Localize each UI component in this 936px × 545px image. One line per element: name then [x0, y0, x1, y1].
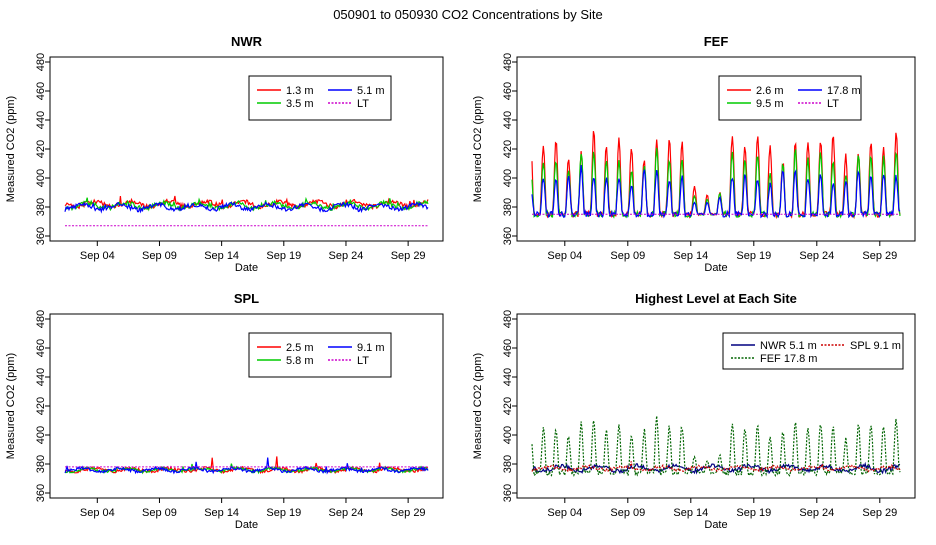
legend-label: 9.5 m: [756, 98, 784, 110]
y-tick-label: 480: [35, 53, 47, 71]
y-tick-label: 440: [35, 111, 47, 129]
x-tick-label: Sep 04: [80, 250, 115, 262]
x-tick-label: Sep 04: [80, 507, 115, 519]
x-tick-label: Sep 19: [736, 250, 771, 262]
legend-label: 3.5 m: [286, 98, 314, 110]
y-tick-label: 360: [502, 484, 514, 502]
series-line-3: [64, 201, 429, 214]
x-tick-label: Sep 19: [736, 507, 771, 519]
x-tick-label: Sep 29: [862, 507, 897, 519]
legend-label: 9.1 m: [357, 342, 385, 354]
series-line-3: [64, 457, 429, 475]
series-line-2: [531, 415, 901, 478]
figure-title: 050901 to 050930 CO2 Concentrations by S…: [333, 7, 603, 22]
legend-label: 5.8 m: [286, 355, 314, 367]
x-tick-label: Sep 24: [329, 507, 364, 519]
legend-label: FEF 17.8 m: [760, 353, 817, 365]
panel-title: FEF: [704, 34, 729, 49]
y-tick-label: 420: [35, 140, 47, 158]
panels: NWR 360 380 400 420 440 460 480 Measured CO2 (pp…: [5, 34, 916, 531]
panel-3: SPL 360 380 400 420 440 460 480 Measured CO2 (pp…: [5, 291, 444, 531]
y-tick-label: 460: [502, 339, 514, 357]
x-tick-label: Sep 29: [391, 507, 426, 519]
y-tick-label: 440: [35, 368, 47, 386]
y-axis-label: Measured CO2 (ppm): [472, 96, 484, 202]
legend-label: LT: [827, 98, 839, 110]
x-tick-label: Sep 14: [673, 250, 708, 262]
y-tick-label: 480: [35, 310, 47, 328]
x-tick-label: Sep 24: [329, 250, 364, 262]
y-tick-label: 420: [502, 140, 514, 158]
y-tick-label: 460: [502, 82, 514, 100]
y-tick-label: 380: [35, 455, 47, 473]
panel-1: NWR 360 380 400 420 440 460 480 Measured CO2 (pp…: [5, 34, 444, 274]
y-tick-label: 400: [502, 169, 514, 187]
x-tick-label: Sep 19: [266, 507, 301, 519]
y-tick-label: 440: [502, 368, 514, 386]
x-tick-label: Sep 09: [610, 250, 645, 262]
panel-title: Highest Level at Each Site: [635, 291, 797, 306]
x-tick-label: Sep 09: [142, 250, 177, 262]
x-axis-label: Date: [235, 519, 258, 531]
y-tick-label: 400: [502, 426, 514, 444]
y-tick-label: 440: [502, 111, 514, 129]
y-tick-label: 380: [502, 455, 514, 473]
x-tick-label: Sep 09: [142, 507, 177, 519]
y-tick-label: 360: [35, 484, 47, 502]
y-tick-label: 460: [35, 339, 47, 357]
legend-label: 17.8 m: [827, 85, 861, 97]
series-line-2: [64, 196, 429, 212]
panel-2: FEF 360 380 400 420 440 460 480 Measured CO2 (pp…: [472, 34, 916, 274]
y-tick-label: 400: [35, 426, 47, 444]
y-tick-label: 400: [35, 169, 47, 187]
legend: [718, 75, 862, 121]
series-line-1: [531, 130, 901, 220]
x-tick-label: Sep 24: [799, 250, 834, 262]
series-line-3: [531, 461, 901, 473]
y-tick-label: 480: [502, 53, 514, 71]
y-tick-label: 380: [35, 198, 47, 216]
series-line-2: [531, 147, 901, 219]
x-axis-label: Date: [704, 519, 727, 531]
y-axis-label: Measured CO2 (ppm): [472, 353, 484, 459]
x-tick-label: Sep 29: [391, 250, 426, 262]
panel-title: SPL: [234, 291, 259, 306]
y-tick-label: 420: [502, 397, 514, 415]
y-tick-label: 480: [502, 310, 514, 328]
legend-label: 2.6 m: [756, 85, 784, 97]
legend-label: SPL 9.1 m: [850, 340, 901, 352]
x-axis-label: Date: [235, 262, 258, 274]
legend: [248, 75, 392, 121]
x-tick-label: Sep 24: [799, 507, 834, 519]
x-tick-label: Sep 14: [204, 250, 239, 262]
x-tick-label: Sep 04: [547, 250, 582, 262]
y-tick-label: 360: [35, 227, 47, 245]
legend-label: 1.3 m: [286, 85, 314, 97]
x-tick-label: Sep 19: [266, 250, 301, 262]
x-tick-label: Sep 09: [610, 507, 645, 519]
panel-4: Highest Level at Each Site 360 380 400 420 44…: [472, 291, 916, 531]
legend-label: 5.1 m: [357, 85, 385, 97]
x-tick-label: Sep 29: [862, 250, 897, 262]
legend-label: NWR 5.1 m: [760, 340, 817, 352]
x-tick-label: Sep 04: [547, 507, 582, 519]
y-tick-label: 420: [35, 397, 47, 415]
legend: [722, 332, 904, 370]
y-tick-label: 360: [502, 227, 514, 245]
panel-title: NWR: [231, 34, 263, 49]
x-tick-label: Sep 14: [673, 507, 708, 519]
y-axis-label: Measured CO2 (ppm): [5, 96, 17, 202]
y-tick-label: 380: [502, 198, 514, 216]
x-tick-label: Sep 14: [204, 507, 239, 519]
legend: [248, 332, 392, 378]
x-axis-label: Date: [704, 262, 727, 274]
legend-label: LT: [357, 98, 369, 110]
y-axis-label: Measured CO2 (ppm): [5, 353, 17, 459]
y-tick-label: 460: [35, 82, 47, 100]
legend-label: LT: [357, 355, 369, 367]
legend-label: 2.5 m: [286, 342, 314, 354]
